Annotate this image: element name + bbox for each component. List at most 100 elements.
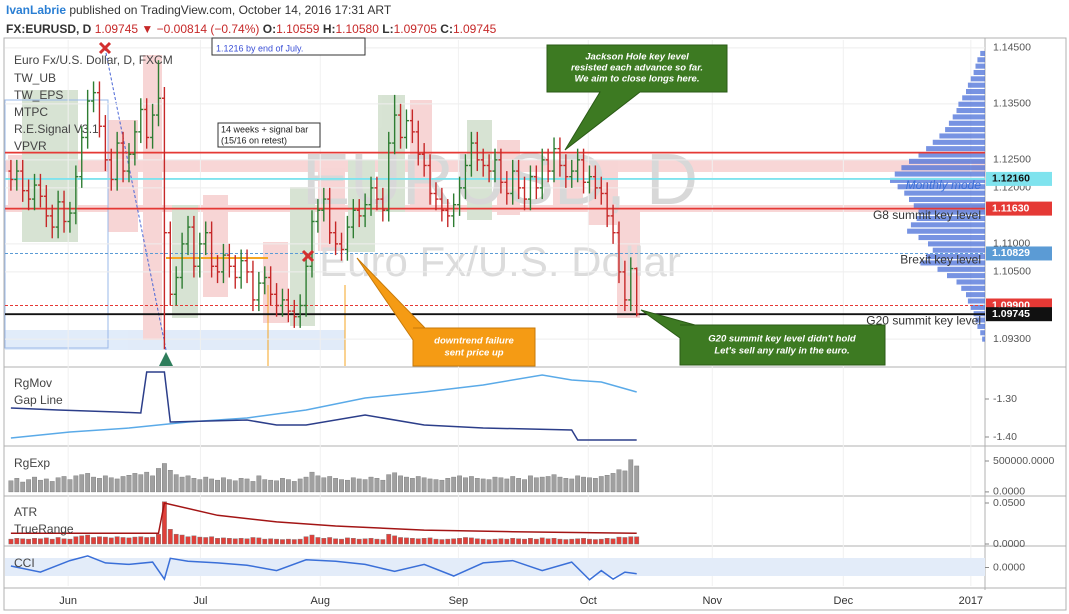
bar: [439, 539, 445, 545]
bar: [380, 479, 386, 493]
volume-profile-bar: [909, 196, 985, 202]
volume-profile-bar: [947, 273, 985, 279]
volume-profile-bar: [909, 158, 985, 164]
bar: [587, 477, 592, 493]
volume-profile-bar: [956, 108, 985, 114]
bar: [309, 471, 315, 493]
bar: [226, 538, 232, 545]
bar: [67, 538, 73, 545]
bar: [457, 538, 462, 545]
author[interactable]: IvanLabrie: [6, 3, 66, 17]
bar: [486, 479, 492, 493]
level-name: Monthly mode: [906, 178, 982, 192]
last: 1.09745: [95, 22, 139, 36]
frame: [3, 37, 1067, 611]
callout-text: sent price up: [444, 348, 503, 359]
callout-text: resisted each advance so far.: [571, 63, 703, 74]
bar: [339, 538, 344, 545]
bar: [138, 536, 144, 545]
bar: [415, 538, 421, 545]
change: −0.00814 (−0.74%): [157, 22, 260, 36]
bar: [539, 476, 545, 493]
volume-profile-bar: [945, 127, 985, 133]
volume-profile-bar: [967, 298, 985, 304]
symbol: FX:EURUSD, D: [6, 22, 92, 36]
bar: [321, 538, 327, 545]
volume-profile-bar: [894, 171, 985, 177]
bar: [533, 538, 539, 545]
bar: [339, 479, 344, 493]
bar: [61, 476, 67, 493]
callout: [640, 309, 886, 366]
outline: [4, 99, 109, 349]
bar: [480, 478, 486, 493]
bar: [463, 537, 468, 545]
bar: [628, 459, 634, 493]
bar: [43, 478, 49, 493]
bar: [161, 463, 167, 493]
bar: [315, 537, 321, 545]
bar: [468, 476, 474, 493]
bar: [380, 539, 386, 545]
bar: [285, 538, 291, 545]
bar: [404, 537, 409, 545]
note-box: [211, 37, 366, 56]
y-tick-label: 0.0000: [993, 486, 1025, 498]
volume-profile-bar: [910, 222, 985, 228]
bar: [404, 476, 409, 493]
bar: [598, 538, 604, 545]
bar: [156, 533, 161, 545]
volume-profile-bar: [966, 292, 985, 298]
bar: [445, 538, 451, 545]
bar: [569, 478, 575, 493]
level-name: G8 summit key level: [873, 208, 981, 222]
volume-profile-bar: [890, 177, 985, 183]
note-box: [217, 122, 321, 148]
bar: [156, 468, 161, 493]
y-tick-label: 1.10500: [993, 266, 1031, 278]
x-tick-label: Aug: [310, 595, 330, 607]
volume-profile-bar: [975, 317, 985, 323]
bar: [634, 465, 640, 493]
price-label: 1.12160: [992, 173, 1030, 185]
bar: [114, 478, 120, 493]
symbol-line: FX:EURUSD, D 1.09745 ▼ −0.00814 (−0.74%)…: [6, 22, 497, 36]
bar: [79, 474, 85, 493]
x-tick-label: Jul: [193, 595, 207, 607]
marks: Jun Jul Aug Sep Oct Nov Dec 2017 1.14500 1.13500 1…: [5, 40, 1054, 607]
pane-label: TrueRange: [14, 522, 74, 536]
price-label-box: [986, 201, 1052, 216]
signal-x: [301, 249, 315, 263]
bar: [280, 539, 285, 545]
price-label: 1.09745: [992, 308, 1030, 320]
bar: [427, 478, 433, 493]
bar: [197, 536, 203, 545]
price-label-box: [986, 307, 1052, 322]
bar: [362, 479, 368, 493]
bar: [315, 475, 321, 493]
indicator-label: TW_EPS: [14, 88, 63, 102]
h-value: 1.10580: [336, 22, 380, 36]
bar: [126, 537, 132, 545]
indicator-label: VPVR: [14, 139, 47, 153]
volume-profile-bar: [920, 260, 985, 266]
bar: [451, 538, 457, 545]
o-value: 1.10559: [276, 22, 320, 36]
price-label: 1.11630: [992, 202, 1030, 214]
bar: [167, 470, 173, 493]
bar: [581, 476, 586, 493]
volume-profile-bar: [926, 146, 985, 152]
bar: [533, 477, 539, 493]
bar: [291, 481, 297, 493]
callout-text: Let's sell any rally in the euro.: [714, 346, 849, 357]
volume-profile-bar: [956, 279, 985, 285]
bar: [303, 476, 309, 493]
zone: [5, 330, 345, 350]
bar: [356, 538, 362, 545]
bar: [268, 479, 274, 493]
bar: [85, 473, 91, 493]
volume-profile-bar: [980, 330, 985, 336]
bar: [516, 478, 522, 493]
bar: [173, 474, 179, 493]
bar: [209, 478, 215, 493]
